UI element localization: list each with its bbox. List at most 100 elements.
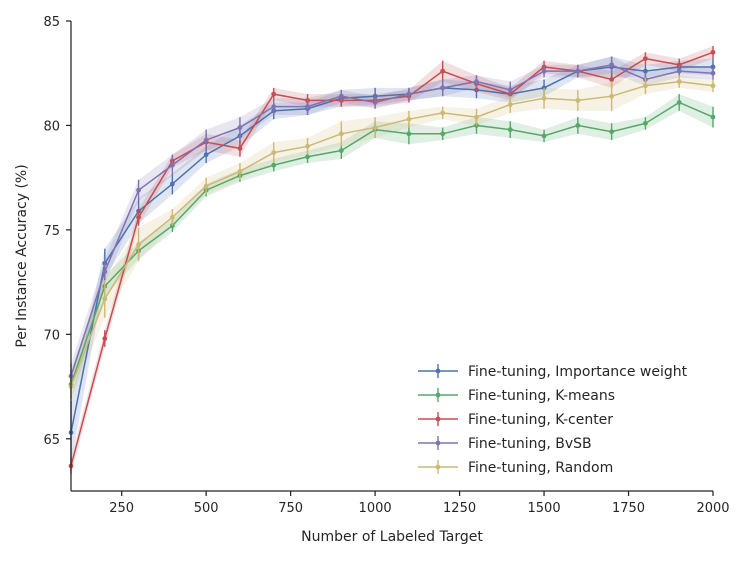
y-tick-label: 65 <box>43 433 60 448</box>
confidence-band-1 <box>71 94 713 400</box>
data-point <box>676 79 682 84</box>
data-point <box>710 49 716 55</box>
data-point <box>609 129 615 135</box>
series-line <box>70 64 714 377</box>
y-tick-label: 70 <box>43 328 60 343</box>
data-point <box>507 127 513 133</box>
data-point <box>643 68 648 74</box>
data-point <box>338 131 344 137</box>
data-point <box>237 125 243 130</box>
x-tick-label: 1250 <box>443 501 476 516</box>
legend-label: Fine-tuning, K-means <box>468 388 615 404</box>
series-2 <box>68 46 716 475</box>
data-point <box>710 70 716 76</box>
data-point <box>305 104 310 110</box>
legend-label: Fine-tuning, BvSB <box>468 436 592 452</box>
data-point <box>237 146 243 151</box>
data-point <box>541 95 547 101</box>
series-line <box>70 80 714 387</box>
legend: Fine-tuning, Importance weight Fine-tunin… <box>418 364 688 476</box>
data-point <box>305 143 310 149</box>
x-tick-label: 1500 <box>528 501 561 516</box>
y-ticks: 65 70 75 80 85 <box>43 15 71 448</box>
data-point <box>507 102 513 107</box>
data-point <box>102 336 108 341</box>
data-point <box>136 214 141 220</box>
data-point <box>609 77 615 82</box>
data-point <box>440 110 446 116</box>
data-point <box>271 162 277 168</box>
series-line <box>70 66 713 433</box>
legend-swatch-marker <box>435 368 441 374</box>
confidence-band-3 <box>71 56 713 389</box>
x-tick-label: 1000 <box>359 501 392 516</box>
legend-item: Fine-tuning, Random <box>418 460 613 476</box>
x-ticks: 250 500 750 1000 1250 1500 1750 2000 <box>109 491 730 516</box>
data-point <box>541 133 547 139</box>
data-point <box>372 100 378 105</box>
legend-swatch-marker <box>435 392 441 398</box>
data-point <box>474 114 479 120</box>
data-point <box>203 183 209 189</box>
legend-label: Fine-tuning, K-center <box>468 412 613 428</box>
data-point <box>676 68 682 74</box>
data-point <box>541 68 547 74</box>
x-tick-label: 750 <box>278 501 303 516</box>
data-point <box>338 148 344 153</box>
data-point <box>575 68 581 74</box>
data-point <box>169 214 175 220</box>
data-point <box>338 93 344 99</box>
data-point <box>169 223 175 229</box>
data-point <box>305 154 310 160</box>
data-point <box>507 87 513 93</box>
data-point <box>643 120 648 126</box>
data-point <box>575 123 581 128</box>
data-point <box>676 100 682 105</box>
y-tick-label: 80 <box>43 119 60 134</box>
y-tick-label: 85 <box>43 15 60 30</box>
x-tick-label: 500 <box>194 501 219 516</box>
data-point <box>643 83 648 89</box>
legend-swatch-marker <box>435 440 441 446</box>
data-point <box>203 137 209 143</box>
data-point <box>643 56 648 61</box>
data-point <box>440 85 446 91</box>
data-point <box>102 269 108 275</box>
legend-label: Fine-tuning, Random <box>468 460 613 476</box>
legend-item: Fine-tuning, K-center <box>418 412 613 428</box>
y-tick-label: 75 <box>43 224 60 239</box>
data-point <box>237 169 243 174</box>
data-point <box>440 68 446 74</box>
legend-item: Fine-tuning, Importance weight <box>418 364 688 380</box>
data-point <box>271 150 277 156</box>
data-point <box>406 116 412 122</box>
data-point <box>609 62 615 68</box>
y-axis-label: Per Instance Accuracy (%) <box>14 164 30 347</box>
legend-label: Fine-tuning, Importance weight <box>468 364 688 380</box>
legend-item: Fine-tuning, K-means <box>418 388 615 404</box>
data-point <box>169 181 175 187</box>
confidence-bands <box>71 46 713 475</box>
confidence-band-2 <box>71 46 713 475</box>
x-tick-label: 2000 <box>696 501 729 516</box>
x-tick-label: 250 <box>109 501 134 516</box>
data-point <box>136 187 141 193</box>
data-point <box>102 296 108 302</box>
data-point <box>406 91 412 97</box>
data-point <box>169 162 175 168</box>
data-point <box>474 79 479 84</box>
x-axis-label: Number of Labeled Target <box>301 529 483 545</box>
legend-item: Fine-tuning, BvSB <box>418 436 592 452</box>
series-lines <box>68 46 716 475</box>
x-tick-label: 1750 <box>612 501 645 516</box>
data-point <box>271 104 277 110</box>
series-line <box>70 101 714 385</box>
data-point <box>440 131 446 137</box>
data-point <box>575 97 581 103</box>
legend-swatch-marker <box>435 416 441 422</box>
data-point <box>271 91 277 97</box>
data-point <box>372 125 378 130</box>
data-point <box>406 131 412 137</box>
data-point <box>136 242 141 247</box>
